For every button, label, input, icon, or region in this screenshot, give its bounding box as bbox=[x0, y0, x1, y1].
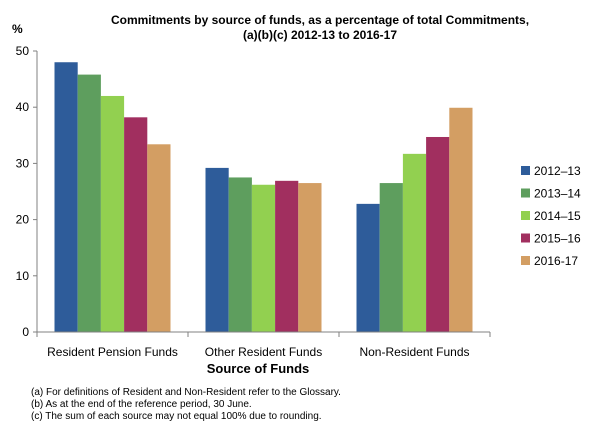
y-tick-label: 40 bbox=[16, 100, 30, 114]
bar bbox=[379, 183, 403, 332]
y-tick-label: 30 bbox=[16, 156, 30, 170]
legend-swatch bbox=[521, 211, 530, 220]
bar bbox=[356, 203, 380, 332]
legend-label: 2015–16 bbox=[534, 232, 581, 246]
bar bbox=[449, 107, 473, 333]
y-axis-label: % bbox=[12, 22, 23, 36]
y-tick-label: 10 bbox=[16, 269, 30, 283]
bar bbox=[275, 180, 299, 332]
x-axis-label: Source of Funds bbox=[207, 361, 310, 376]
y-tick-label: 20 bbox=[16, 213, 30, 227]
bar bbox=[124, 117, 148, 332]
chart-title: Commitments by source of funds, as a per… bbox=[111, 13, 529, 27]
bar bbox=[402, 153, 427, 332]
bar bbox=[147, 144, 171, 332]
bar bbox=[54, 62, 78, 333]
legend: 2012–13 2013–14 2014–15 2015–16 2016-17 bbox=[521, 164, 581, 268]
legend-swatch bbox=[521, 256, 530, 265]
legend-label: 2012–13 bbox=[534, 164, 581, 178]
legend-label: 2013–14 bbox=[534, 187, 581, 201]
axes: 0 10 20 30 40 50 Resident Pension Funds Other R… bbox=[16, 44, 491, 359]
bars bbox=[54, 62, 473, 333]
x-tick-label: Other Resident Funds bbox=[205, 345, 322, 359]
bar bbox=[228, 177, 252, 332]
footnote-c: (c) The sum of each source may not equal… bbox=[31, 411, 322, 422]
bar bbox=[426, 136, 450, 332]
legend-swatch bbox=[521, 166, 530, 175]
bar bbox=[77, 74, 101, 332]
footnotes: (a) For definitions of Resident and Non-… bbox=[31, 387, 341, 423]
bar bbox=[298, 183, 322, 332]
legend-swatch bbox=[521, 233, 530, 243]
footnote-b: (b) As at the end of the reference perio… bbox=[31, 399, 252, 410]
footnote-a: (a) For definitions of Resident and Non-… bbox=[31, 387, 341, 398]
bar bbox=[100, 95, 125, 333]
legend-swatch bbox=[521, 188, 530, 198]
x-tick-label: Non-Resident Funds bbox=[359, 345, 469, 359]
bar bbox=[251, 184, 276, 332]
legend-label: 2016-17 bbox=[534, 254, 578, 268]
bar bbox=[205, 167, 229, 332]
legend-label: 2014–15 bbox=[534, 209, 581, 223]
y-tick-label: 0 bbox=[22, 325, 29, 339]
y-tick-label: 50 bbox=[16, 44, 30, 58]
chart-subtitle: (a)(b)(c) 2012-13 to 2016-17 bbox=[243, 28, 397, 42]
x-tick-label: Resident Pension Funds bbox=[47, 345, 178, 359]
